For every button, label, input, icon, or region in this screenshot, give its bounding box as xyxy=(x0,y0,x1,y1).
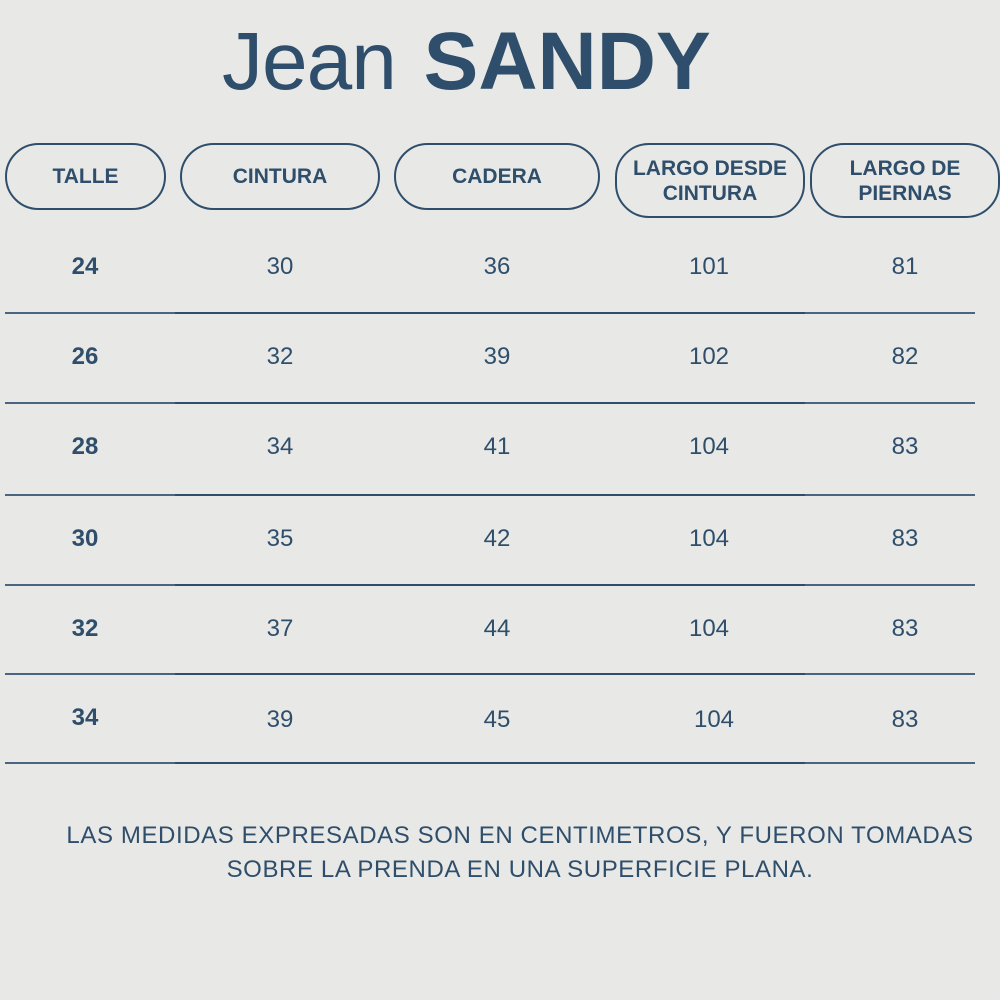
table-cell-talle: 32 xyxy=(71,615,99,642)
table-cell-cadera: 45 xyxy=(483,706,511,733)
table-cell-largo-piernas: 83 xyxy=(891,525,919,552)
table-cell-cintura: 39 xyxy=(266,706,294,733)
table-cell-largo-cintura: 104 xyxy=(693,706,735,733)
table-cell-cadera: 36 xyxy=(483,253,511,280)
header-largo-de-piernas-line2: PIERNAS xyxy=(858,181,952,205)
title-product-type: Jean xyxy=(222,16,397,107)
row-divider xyxy=(175,494,805,496)
row-divider xyxy=(175,402,805,404)
row-divider xyxy=(805,402,975,404)
table-cell-largo-cintura: 104 xyxy=(688,433,730,460)
header-cadera-label: CADERA xyxy=(452,165,542,188)
table-cell-cadera: 42 xyxy=(483,525,511,552)
table-cell-talle: 24 xyxy=(71,253,99,280)
table-cell-talle: 30 xyxy=(71,525,99,552)
row-divider xyxy=(805,584,975,586)
row-divider xyxy=(5,584,175,586)
title-product-name: SANDY xyxy=(423,16,711,107)
table-cell-talle: 34 xyxy=(71,704,99,731)
table-cell-talle: 26 xyxy=(71,343,99,370)
table-cell-cintura: 34 xyxy=(266,433,294,460)
table-cell-cintura: 32 xyxy=(266,343,294,370)
header-largo-desde-cintura-line2: CINTURA xyxy=(662,181,758,205)
table-cell-talle: 28 xyxy=(71,433,99,460)
measurement-note-line2: SOBRE LA PRENDA EN UNA SUPERFICIE PLANA. xyxy=(226,856,814,883)
table-cell-largo-piernas: 83 xyxy=(891,706,919,733)
header-largo-desde-cintura-line1: LARGO DESDE xyxy=(632,156,787,180)
table-cell-cadera: 41 xyxy=(483,433,511,460)
header-cintura-label: CINTURA xyxy=(232,165,328,188)
row-divider xyxy=(5,402,175,404)
header-cadera: CADERA xyxy=(394,143,600,210)
page-title: Jean SANDY xyxy=(222,12,711,112)
row-divider xyxy=(5,762,175,764)
header-largo-de-piernas: LARGO DE PIERNAS xyxy=(810,143,1000,218)
row-divider xyxy=(175,312,805,314)
table-cell-cadera: 39 xyxy=(483,343,511,370)
table-cell-largo-cintura: 104 xyxy=(688,525,730,552)
row-divider xyxy=(805,762,975,764)
row-divider xyxy=(5,494,175,496)
header-largo-desde-cintura: LARGO DESDE CINTURA xyxy=(615,143,805,218)
table-cell-largo-piernas: 81 xyxy=(891,253,919,280)
table-cell-cintura: 30 xyxy=(266,253,294,280)
row-divider xyxy=(175,673,805,675)
row-divider xyxy=(175,762,805,764)
row-divider xyxy=(805,494,975,496)
row-divider xyxy=(5,312,175,314)
table-cell-cintura: 35 xyxy=(266,525,294,552)
table-cell-largo-piernas: 82 xyxy=(891,343,919,370)
table-cell-largo-cintura: 102 xyxy=(688,343,730,370)
table-cell-largo-cintura: 101 xyxy=(688,253,730,280)
table-cell-cintura: 37 xyxy=(266,615,294,642)
header-largo-de-piernas-line1: LARGO DE xyxy=(849,156,961,180)
header-talle: TALLE xyxy=(5,143,166,210)
row-divider xyxy=(5,673,175,675)
header-cintura: CINTURA xyxy=(180,143,380,210)
header-talle-label: TALLE xyxy=(52,165,119,188)
table-cell-largo-cintura: 104 xyxy=(688,615,730,642)
row-divider xyxy=(175,584,805,586)
table-cell-cadera: 44 xyxy=(483,615,511,642)
table-cell-largo-piernas: 83 xyxy=(891,615,919,642)
row-divider xyxy=(805,673,975,675)
table-cell-largo-piernas: 83 xyxy=(891,433,919,460)
measurement-note-line1: LAS MEDIDAS EXPRESADAS SON EN CENTIMETRO… xyxy=(66,822,974,849)
row-divider xyxy=(805,312,975,314)
